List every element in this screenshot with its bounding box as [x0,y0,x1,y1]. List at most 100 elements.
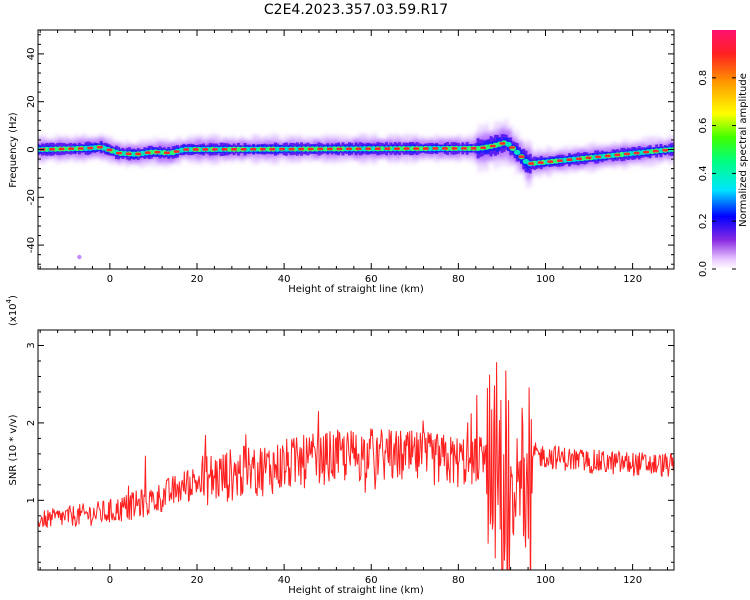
y-tick-label: 3 [26,342,37,348]
band-peak [211,148,218,151]
band-peak [135,152,142,156]
band-peak [202,148,209,151]
colorbar: 0.0 0.2 0.4 0.6 0.8 Normalized spectral ampl… [698,30,749,277]
band-peak [278,147,285,151]
colorbar-tick-label: 0.0 [698,261,709,277]
x-tick-label: 20 [191,274,204,285]
band-peak [662,148,669,152]
band-peak [240,147,247,151]
y-tick-label: 1 [26,497,37,503]
snr-exponent-prefix: (x10 [8,303,19,326]
snr-ticks: 0 20 40 60 80 100 120 1 2 3 [26,330,674,586]
x-tick-label: 0 [107,575,113,586]
band-peak [231,147,238,151]
x-tick-label: 120 [623,274,642,285]
band-peak [298,147,305,151]
band-peak [288,147,295,151]
x-tick-label: 80 [452,274,465,285]
x-tick-label: 20 [191,575,204,586]
band-peak [499,142,506,145]
spectrogram-panel: 0 20 40 60 80 100 120 -40 -20 0 20 40 Height of str… [8,29,675,295]
band-peak [87,146,94,150]
spectrogram-xlabel: Height of straight line (km) [288,284,424,295]
band-peak [652,149,659,153]
band-peak [68,147,75,151]
band-peak [106,148,113,152]
band-peak [336,147,343,151]
band-peak [461,147,468,150]
x-tick-label: 60 [365,274,378,285]
band-peak [633,151,640,155]
band-peak [192,148,199,151]
band-peak [614,153,621,157]
band-peak [48,147,55,151]
band-peak [623,152,630,156]
band-cell [517,148,521,160]
colorbar-tick-label: 0.4 [698,165,709,181]
band-peak [518,155,525,158]
band-peak [259,147,266,151]
y-tick-label: 20 [26,95,37,108]
x-tick-label: 100 [536,575,555,586]
band-cell [522,152,526,166]
colorbar-tick-label: 0.6 [698,118,709,134]
x-tick-label: 40 [278,575,291,586]
y-tick-label: 2 [26,420,37,426]
band-peak [250,147,257,151]
band-peak [489,144,496,148]
colorbar-gradient [712,30,736,269]
band-peak [173,150,180,153]
band-core [505,141,512,147]
band-peak [451,147,458,150]
band-peak [422,147,429,150]
band-peak [470,147,477,150]
band-peak [58,147,65,151]
snr-exponent-power: 4 [5,298,13,303]
x-tick-label: 40 [278,274,291,285]
band-peak [307,147,314,151]
band-peak [556,159,563,162]
colorbar-tick-label: 0.8 [698,70,709,86]
colorbar-label: Normalized spectral amplitude [738,73,749,227]
band-peak [154,150,161,154]
snr-ylabel: SNR (10 * v/v) [8,414,19,485]
y-tick-label: -20 [26,189,37,205]
band-peak [432,147,439,150]
band-peak [374,147,381,151]
band-peak [566,158,573,162]
band-peak [441,147,448,150]
band-peak [393,147,400,150]
band-peak [269,147,276,151]
y-tick-label: 0 [26,146,37,152]
svg-text:(x104): (x104) [5,295,19,326]
band-peak [96,145,103,149]
snr-exponent-label: (x104) [5,295,19,326]
snr-xlabel: Height of straight line (km) [288,585,424,596]
band-peak [547,160,554,163]
colorbar-ticks: 0.0 0.2 0.4 0.6 0.8 [698,70,736,277]
spectrogram-ylabel: Frequency (Hz) [8,112,19,188]
band-cell [513,145,517,156]
band-peak [163,151,170,155]
outlier-point [77,254,82,260]
band-peak [403,147,410,150]
snr-frame [37,329,675,571]
band-peak [604,154,611,158]
band-peak [355,147,362,151]
band-peak [643,150,650,154]
band-peak [576,157,583,161]
snr-trace [38,362,674,570]
band-peak [346,147,353,151]
band-peak [77,147,84,150]
x-tick-label: 60 [365,575,378,586]
band-peak [125,152,132,156]
band-peak [585,156,592,160]
band-peak [317,147,324,151]
figure-title: C2E4.2023.357.03.59.R17 [264,2,448,18]
band-peak [508,146,515,149]
band-peak [595,155,602,159]
x-tick-label: 100 [536,274,555,285]
band-peak [528,162,535,165]
band-peak [116,151,123,155]
band-peak [144,151,151,154]
